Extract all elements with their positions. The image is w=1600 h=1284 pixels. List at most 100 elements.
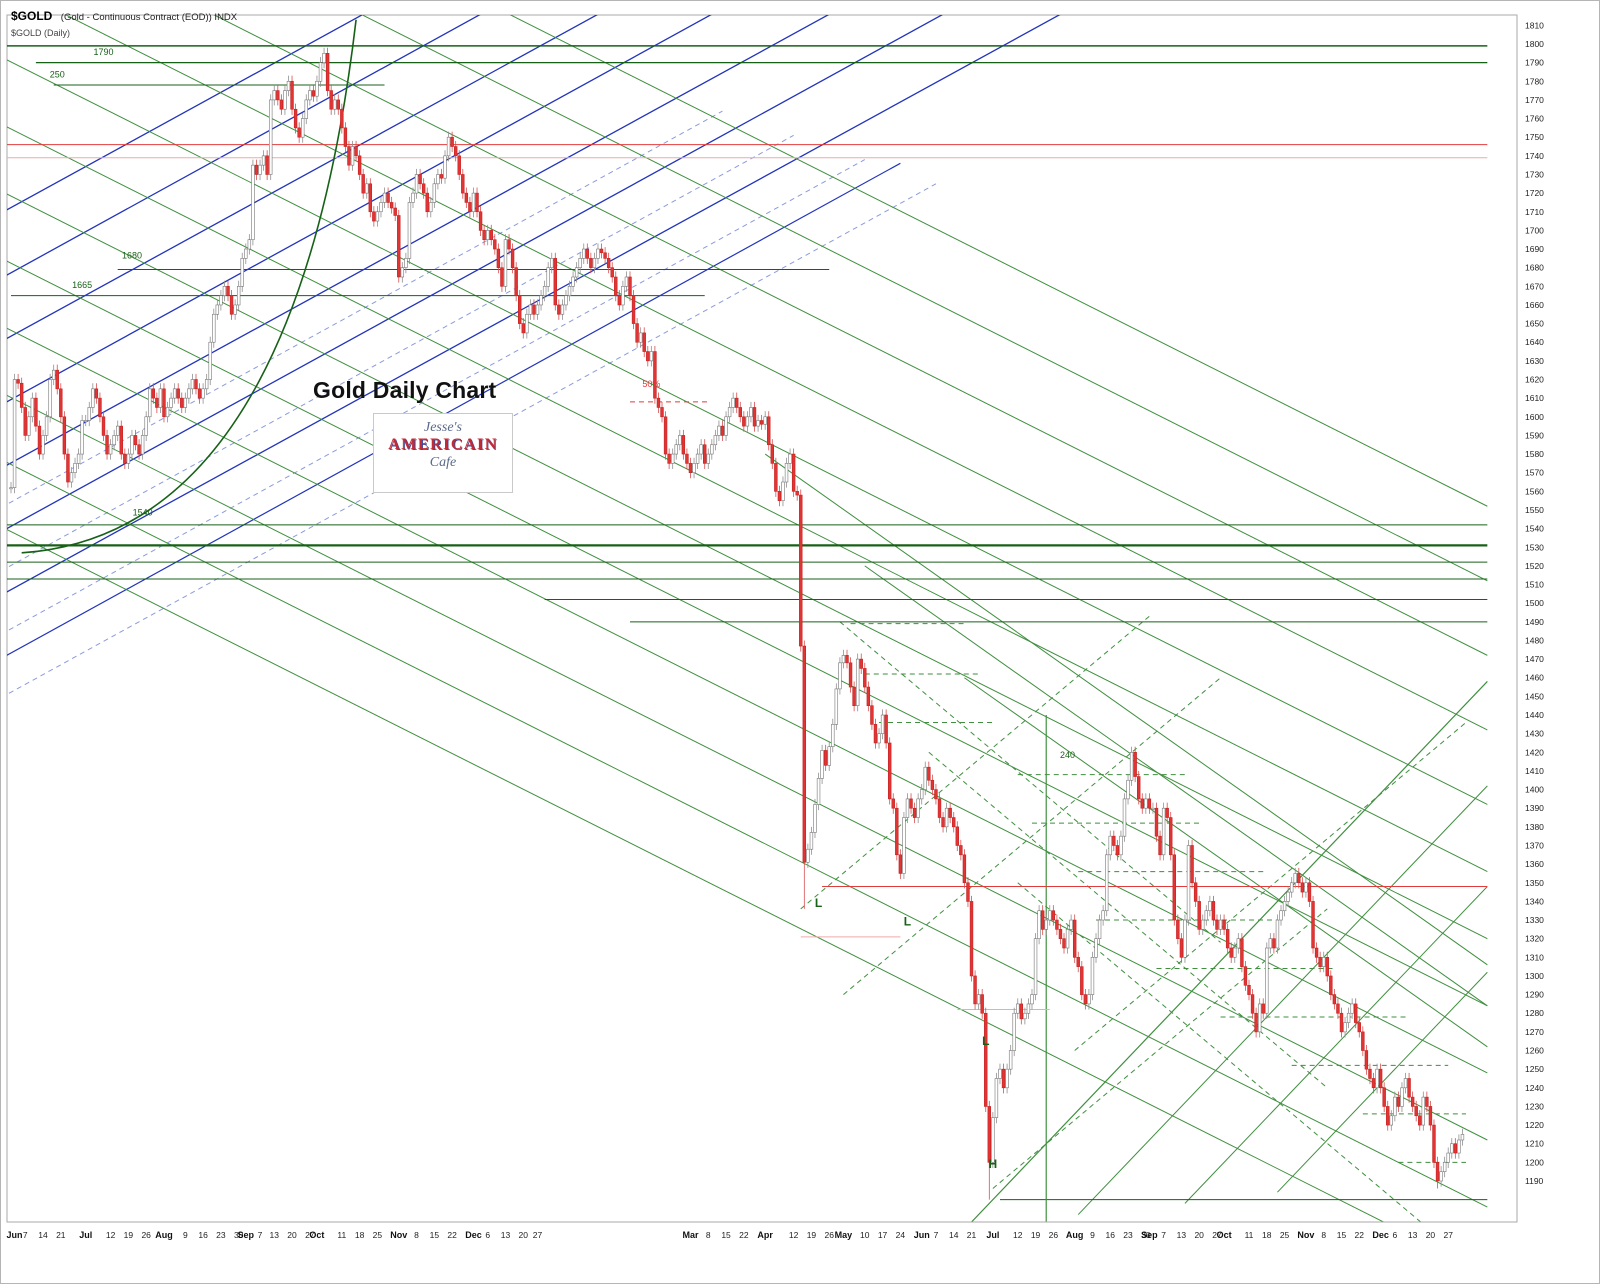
y-axis-label: 1650 <box>1525 319 1544 329</box>
candle-body <box>1332 994 1337 1005</box>
candle-body <box>290 80 294 110</box>
candle-body <box>1108 835 1112 856</box>
y-axis-label: 1690 <box>1525 244 1544 254</box>
x-axis-label: 27 <box>305 1230 315 1240</box>
candle-body <box>528 304 533 315</box>
candle-body <box>1425 1096 1429 1107</box>
candle-body <box>229 295 234 315</box>
candle-body <box>1229 947 1233 958</box>
candle-body <box>133 435 138 446</box>
candle-body <box>446 136 451 157</box>
y-axis-label: 1310 <box>1525 952 1544 962</box>
candle-body <box>1115 845 1120 856</box>
x-axis-label: 30 <box>1141 1230 1151 1240</box>
candle-body <box>389 202 394 209</box>
trendline <box>7 15 830 466</box>
candle-body <box>119 425 123 455</box>
candle-body <box>895 807 899 856</box>
candle-body <box>329 90 333 110</box>
trendline <box>7 110 723 505</box>
candle-body <box>421 183 426 194</box>
y-axis-label: 1730 <box>1525 169 1544 179</box>
candle-body <box>183 397 188 408</box>
x-axis-label: 19 <box>124 1230 134 1240</box>
candle-body <box>1158 835 1162 856</box>
candle-body <box>699 444 703 455</box>
x-axis-label: 25 <box>1280 1230 1290 1240</box>
x-axis-label: May <box>835 1230 853 1240</box>
candle-body <box>308 90 312 101</box>
y-axis-label: 1800 <box>1525 39 1544 49</box>
y-axis-label: 1520 <box>1525 561 1544 571</box>
candle-body <box>151 388 155 399</box>
candle-body <box>1257 1003 1262 1033</box>
candle-body <box>656 397 661 408</box>
candle-body <box>1457 1139 1461 1154</box>
trendline <box>1277 971 1488 1193</box>
x-axis-label: Jul <box>986 1230 999 1240</box>
trendline <box>1184 886 1488 1204</box>
candle-body <box>695 453 700 464</box>
trendline <box>800 615 1150 910</box>
x-axis-label: 12 <box>106 1230 116 1240</box>
candle-body <box>912 807 917 818</box>
candle-body <box>1101 910 1105 921</box>
candle-body <box>1446 1152 1450 1163</box>
candle-body <box>1371 1078 1376 1089</box>
candle-body <box>27 416 31 436</box>
y-axis-label: 1360 <box>1525 859 1544 869</box>
y-axis-label: 1330 <box>1525 915 1544 925</box>
candle-body <box>350 146 355 166</box>
candle-body <box>297 127 301 138</box>
candle-body <box>660 407 664 418</box>
candle-body <box>1254 1012 1258 1033</box>
candle-body <box>852 686 856 706</box>
candle-body <box>55 369 59 390</box>
candle-body <box>1218 919 1223 930</box>
candle-body <box>1122 798 1127 837</box>
y-axis-label: 1740 <box>1525 151 1544 161</box>
candle-body <box>510 248 515 268</box>
candle-body <box>735 397 739 408</box>
candle-body <box>30 397 35 418</box>
candle-body <box>226 286 230 296</box>
candle-body <box>1179 938 1184 958</box>
candle-body <box>1364 1050 1369 1070</box>
candle-body <box>678 435 682 446</box>
trendline <box>361 15 1488 582</box>
trendline <box>843 677 1221 995</box>
candle-body <box>877 733 881 744</box>
y-axis-label: 1390 <box>1525 803 1544 813</box>
candle-body <box>941 817 945 828</box>
candle-body <box>1233 947 1237 958</box>
candle-body <box>272 90 276 101</box>
candle-body <box>859 658 863 669</box>
candle-body <box>1403 1078 1408 1089</box>
chart-title: Gold Daily Chart <box>313 377 497 403</box>
candle-body <box>1357 1022 1361 1033</box>
candle-body <box>140 435 145 455</box>
trendline <box>7 134 794 569</box>
y-axis-label: 1460 <box>1525 673 1544 683</box>
candle-body <box>532 304 536 315</box>
candle-body <box>987 1106 992 1163</box>
candle-body <box>1183 919 1187 958</box>
x-axis-label: 21 <box>56 1230 66 1240</box>
y-axis-label: 1510 <box>1525 580 1544 590</box>
candle-body <box>365 183 369 194</box>
candle-body <box>624 276 629 287</box>
x-axis-label: 9 <box>183 1230 188 1240</box>
x-axis-label: 25 <box>373 1230 383 1240</box>
y-axis-label: 1590 <box>1525 430 1544 440</box>
x-axis-label: Nov <box>390 1230 407 1240</box>
y-axis-label: 1750 <box>1525 132 1544 142</box>
candle-body <box>1087 994 1091 1005</box>
candle-body <box>172 388 177 399</box>
y-axis-label: 1340 <box>1525 896 1544 906</box>
candle-body <box>471 192 476 213</box>
candle-body <box>76 453 81 464</box>
x-axis-label: 6 <box>1392 1230 1397 1240</box>
x-axis-label: Sep <box>1141 1230 1158 1240</box>
candle-body <box>1439 1171 1443 1182</box>
candle-body <box>1151 807 1155 810</box>
